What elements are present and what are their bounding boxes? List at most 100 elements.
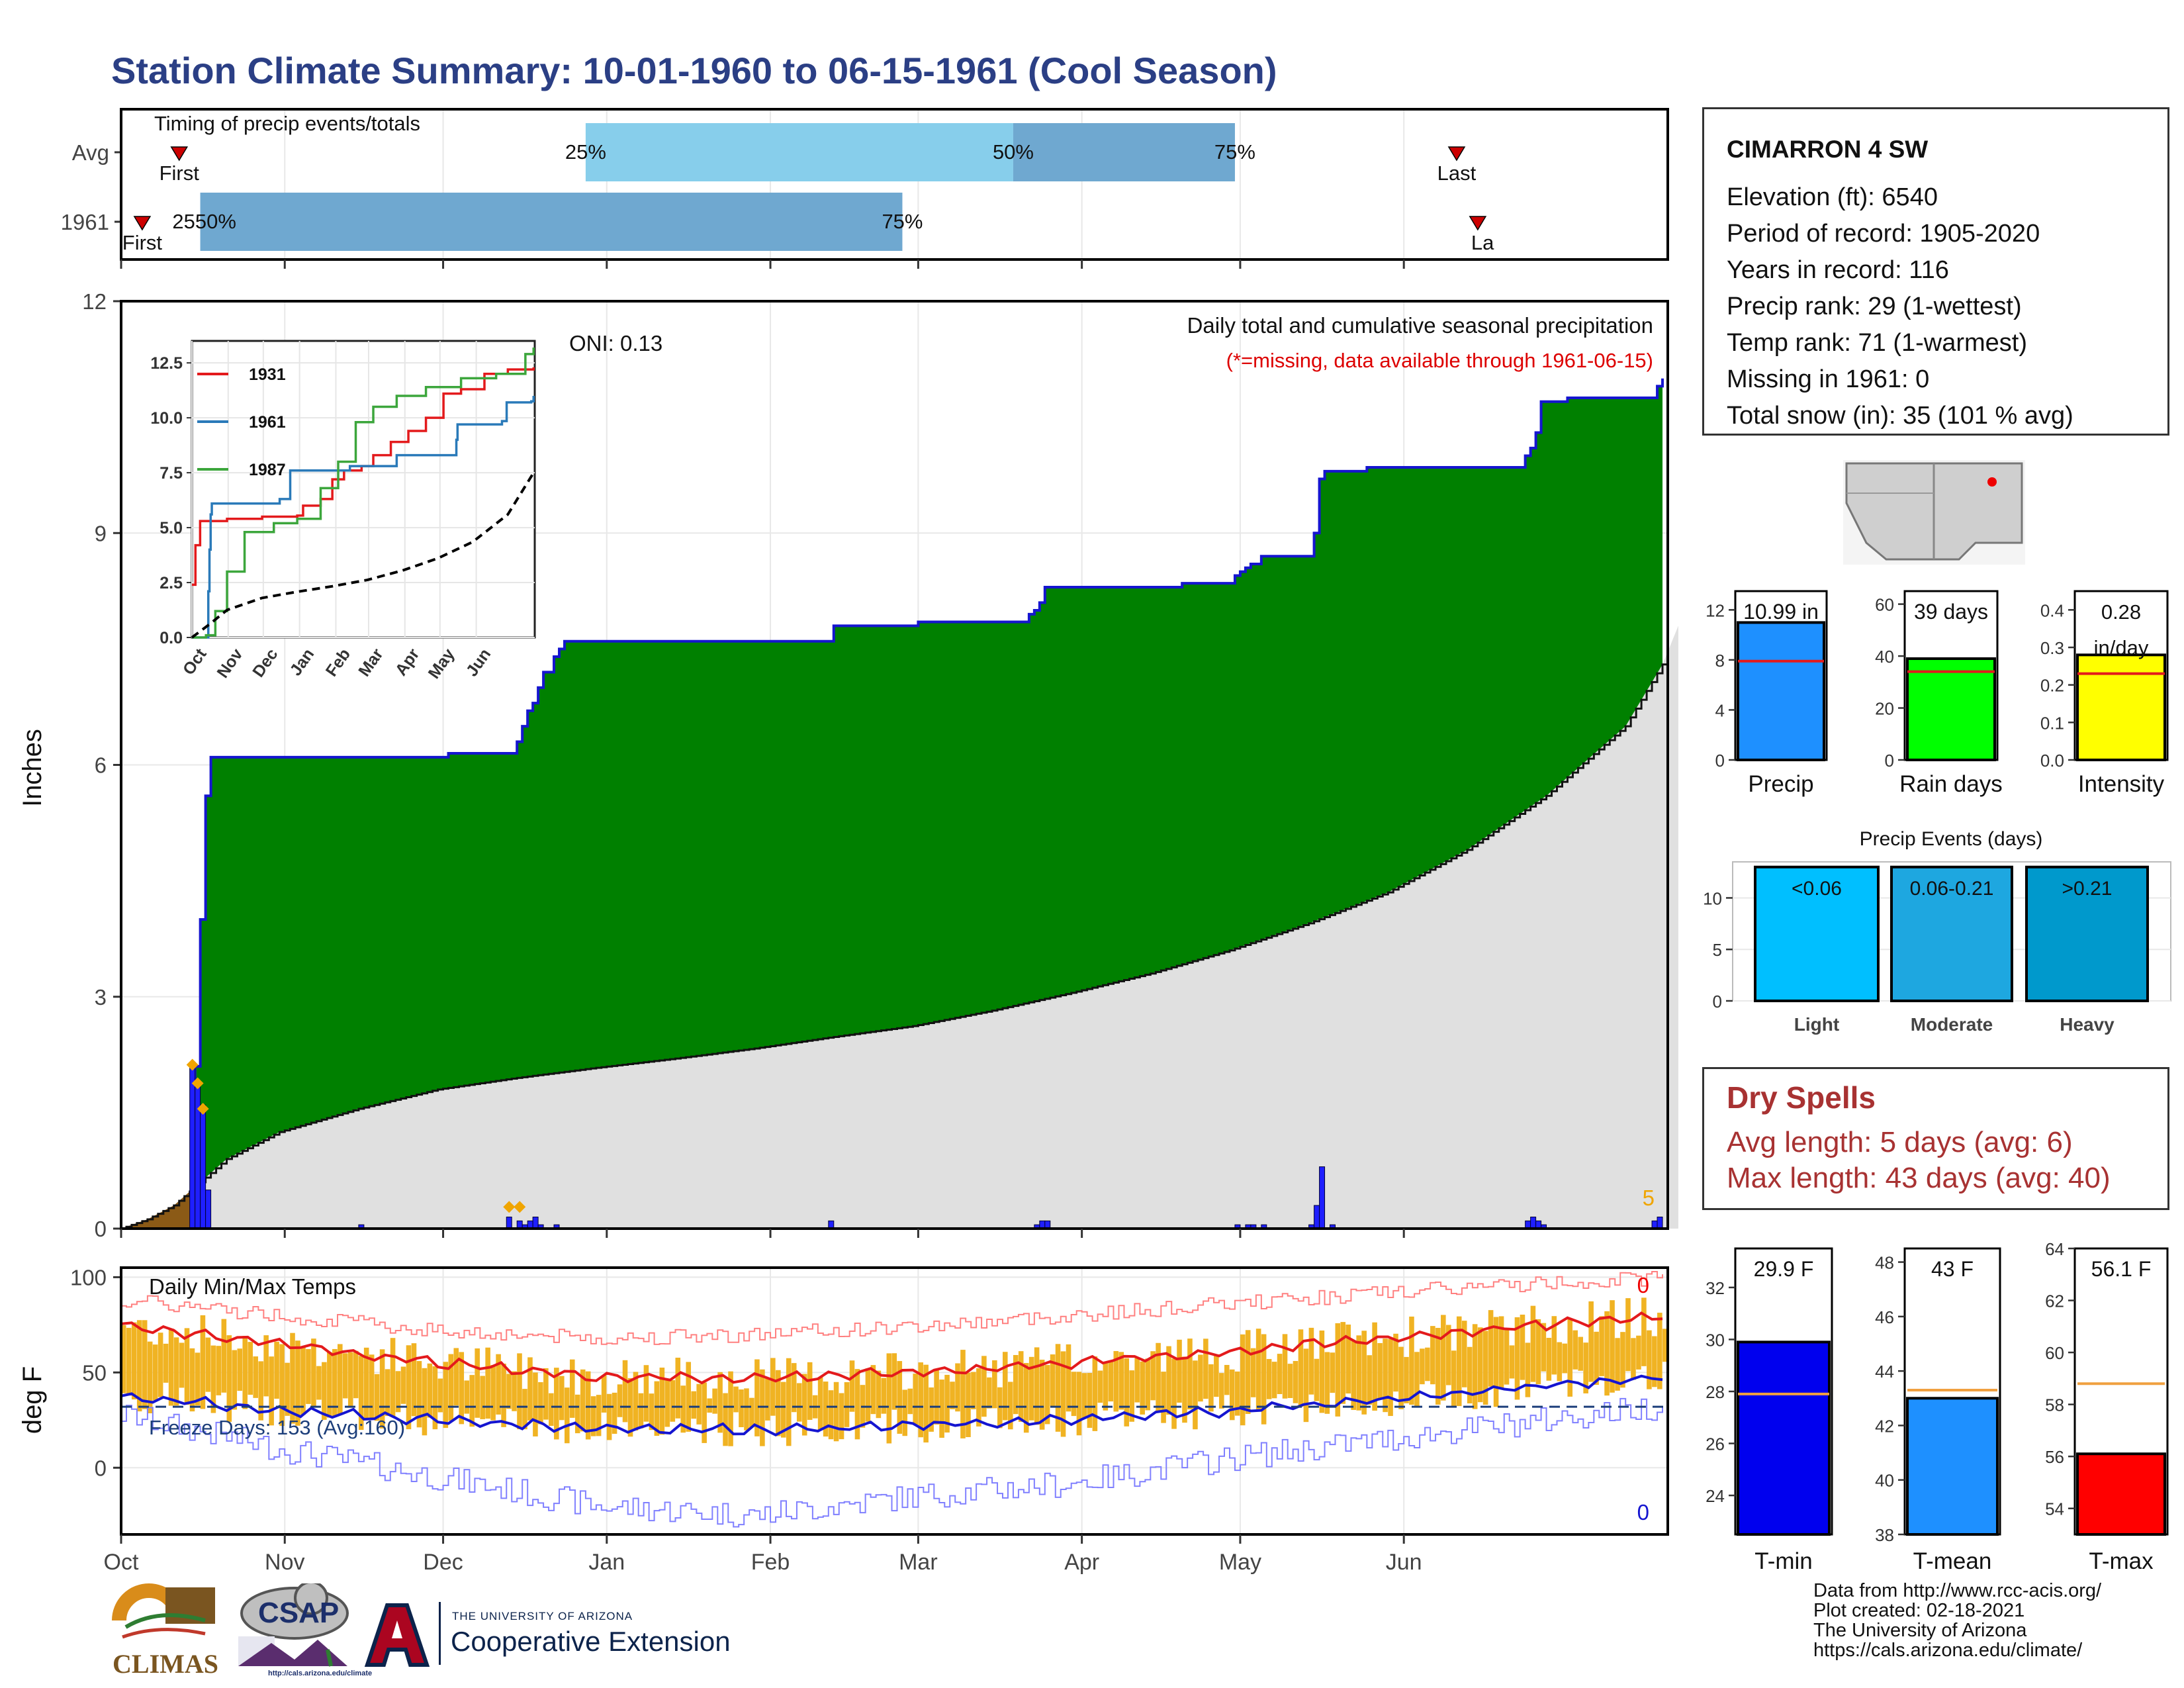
- daily-temp-bar: [1388, 1338, 1393, 1417]
- daily-temp-bar: [400, 1366, 406, 1404]
- precip-events-bar-heavy: [2025, 865, 2149, 1003]
- daily-temp-bar: [353, 1350, 359, 1399]
- credit-university: The University of Arizona: [1813, 1620, 2027, 1641]
- timing-q25-label: 25%: [565, 140, 606, 164]
- record-max-count: 0: [1637, 1273, 1649, 1297]
- month-axis-label-Jan: Jan: [588, 1550, 625, 1575]
- temp-summary-t-max-y-tick-label: 54: [2045, 1499, 2064, 1519]
- daily-temp-bar: [1461, 1321, 1467, 1387]
- daily-temp-bar: [1071, 1372, 1077, 1417]
- daily-temp-bar: [1567, 1319, 1573, 1397]
- record-min-line: [121, 1397, 1664, 1528]
- daily-temp-bar: [543, 1368, 549, 1420]
- daily-temp-bar: [934, 1368, 939, 1425]
- daily-temp-bar: [1224, 1364, 1230, 1395]
- precip-corner-count: 5: [1643, 1186, 1655, 1210]
- daily-temp-bar: [823, 1382, 829, 1437]
- temp-summary-t-min-y-tick-label: 26: [1706, 1434, 1725, 1454]
- temp-y-tick-label: 0: [95, 1456, 107, 1480]
- month-axis-label-May: May: [1219, 1550, 1261, 1575]
- precip-events-bin-label-heavy: >0.21: [2062, 878, 2113, 900]
- temp-summary-t-max-value-bar: [2076, 1452, 2166, 1536]
- daily-temp-bar: [569, 1359, 575, 1418]
- daily-temp-bar: [844, 1382, 850, 1427]
- daily-temp-bar: [1161, 1372, 1166, 1423]
- temp-summary-t-max-y-tick-label: 64: [2045, 1239, 2064, 1259]
- daily-temp-bar: [987, 1377, 992, 1409]
- daily-temp-bar: [702, 1382, 707, 1443]
- daily-temp-bar: [1034, 1347, 1040, 1425]
- daily-temp-bar: [1509, 1345, 1515, 1379]
- daily-temp-bar: [1187, 1338, 1193, 1410]
- daily-temp-bar: [881, 1378, 887, 1414]
- ua-logo-divider: [439, 1602, 441, 1665]
- daily-temp-bar: [1261, 1334, 1267, 1425]
- daily-temp-bar: [1340, 1322, 1346, 1404]
- daily-temp-bar: [1150, 1351, 1156, 1401]
- precip-summary-intensity-y-tick-label: 0.4: [2040, 600, 2064, 620]
- daily-temp-bar: [195, 1352, 201, 1406]
- daily-temp-bar: [1087, 1373, 1093, 1428]
- daily-temp-bar: [342, 1353, 348, 1399]
- csap-logo: CSAP http://cals.arizona.edu/climate: [232, 1581, 372, 1683]
- daily-temp-bar: [739, 1389, 744, 1427]
- daily-temp-bar: [1129, 1370, 1135, 1422]
- precip-summary-intensity-category-label: Intensity: [2078, 771, 2165, 797]
- daily-temp-bar: [1044, 1365, 1050, 1425]
- oni-label: ONI: 0.13: [569, 331, 662, 355]
- ua-block-a-icon: [364, 1603, 430, 1667]
- temp-summary-t-max-y-tick-label: 60: [2045, 1343, 2064, 1363]
- daily-temp-bar: [590, 1396, 596, 1436]
- daily-temp-bar: [358, 1356, 364, 1430]
- temp-summary-t-max-y-tick-label: 58: [2045, 1395, 2064, 1415]
- precip-summary-intensity-value-bar: [2076, 653, 2166, 761]
- daily-temp-bar: [1456, 1316, 1462, 1407]
- temp-summary-t-mean-y-tick-label: 44: [1875, 1362, 1894, 1382]
- daily-temp-bar: [596, 1395, 602, 1436]
- daily-temp-bar: [1092, 1356, 1098, 1431]
- daily-temp-bar: [992, 1360, 997, 1409]
- daily-temp-bar: [1023, 1363, 1029, 1433]
- daily-temp-bar: [416, 1361, 422, 1428]
- daily-temp-bar: [163, 1343, 169, 1383]
- daily-temp-bar: [1367, 1355, 1372, 1405]
- daily-temp-bar: [1420, 1348, 1425, 1385]
- cumulative-1961-line: [121, 378, 1664, 1230]
- precip-summary-precip-y-tick-label: 4: [1715, 700, 1725, 720]
- precip-summary-intensity-y-tick-label: 0.1: [2040, 713, 2064, 733]
- snow-event-marker: [503, 1201, 516, 1213]
- daily-temp-bar: [564, 1387, 570, 1444]
- daily-temp-bar: [1118, 1352, 1124, 1410]
- daily-temp-bar: [707, 1398, 712, 1413]
- daily-temp-bar: [126, 1327, 132, 1396]
- daily-temp-bar: [480, 1376, 485, 1419]
- precip-summary-precip-y-tick-label: 0: [1715, 751, 1725, 771]
- daily-temp-bar: [432, 1366, 438, 1430]
- precip-events-title: Precip Events (days): [1860, 828, 2043, 850]
- daily-temp-bar: [142, 1320, 148, 1409]
- daily-temp-bar: [522, 1389, 527, 1430]
- precip-events-y-tick-label: 10: [1703, 888, 1722, 908]
- temp-summary-t-max: 54 56 58 60 62 64 56.1 F T-max: [2045, 1239, 2169, 1574]
- daily-temp-bar: [1546, 1338, 1552, 1381]
- daily-temp-bar: [1414, 1352, 1420, 1408]
- daily-temp-bar: [1171, 1358, 1177, 1429]
- inset-y-tick-label: 7.5: [159, 464, 183, 483]
- page-title: Station Climate Summary: 10-01-1960 to 0…: [111, 50, 1277, 91]
- daily-temp-bar: [1240, 1334, 1246, 1426]
- daily-temp-bar: [1361, 1331, 1367, 1415]
- daily-precip-bar: [200, 1104, 206, 1229]
- daily-temp-bar: [1588, 1301, 1594, 1382]
- daily-temp-bar: [839, 1393, 844, 1440]
- daily-temp-bar: [1398, 1346, 1404, 1409]
- daily-temp-bar: [469, 1375, 475, 1427]
- daily-temp-bar: [464, 1380, 470, 1414]
- daily-temp-bar: [1255, 1329, 1261, 1411]
- daily-temp-bar: [253, 1356, 258, 1398]
- daily-temp-bar: [279, 1344, 285, 1427]
- daily-temp-bar: [269, 1356, 274, 1426]
- daily-temp-bar: [585, 1371, 591, 1440]
- daily-temp-bar: [285, 1362, 290, 1416]
- daily-temp-bar: [828, 1390, 834, 1440]
